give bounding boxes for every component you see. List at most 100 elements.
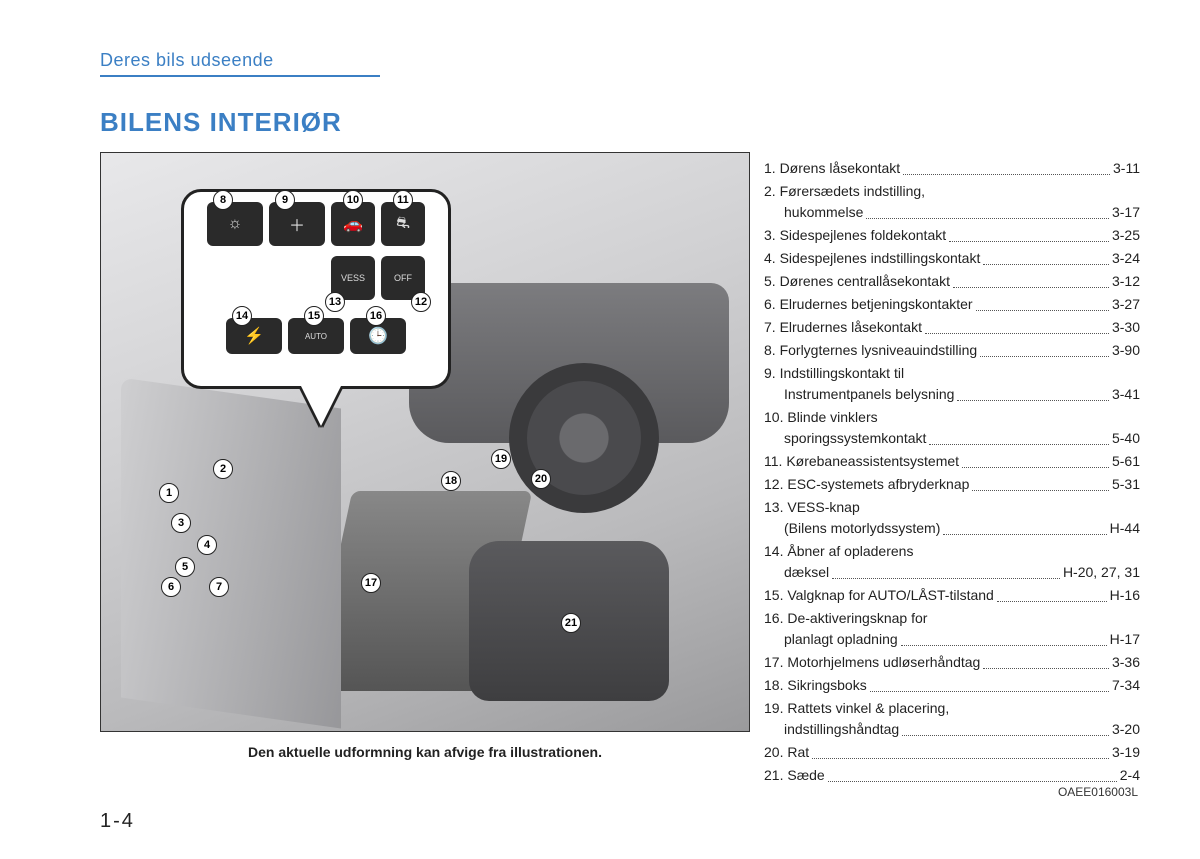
list-item-page: 3-24: [1112, 248, 1140, 269]
callout-number: 7: [209, 577, 229, 597]
list-item: 12. ESC-systemets afbryderknap 5-31: [764, 474, 1140, 495]
list-item-page: H-44: [1110, 518, 1140, 539]
list-item: 6. Elrudernes betjeningskontakter 3-27: [764, 294, 1140, 315]
reference-list: 1. Dørens låsekontakt3-112. Førersædets …: [764, 152, 1140, 788]
list-item-page: 3-20: [1112, 719, 1140, 740]
callout-number: 12: [411, 292, 431, 312]
list-item: 8. Forlygternes lysniveauindstilling3-90: [764, 340, 1140, 361]
switch-panel-callout: 8 ☼ 9 ＋ 10 🚗 11 ⛐: [181, 189, 451, 389]
list-item-page: 3-36: [1112, 652, 1140, 673]
list-item-label: 15. Valgknap for AUTO/LÅST-tilstand: [764, 585, 994, 606]
figure-caption: Den aktuelle udformning kan afvige fra i…: [100, 744, 750, 760]
list-item-label: 10. Blinde vinklers: [764, 407, 1140, 428]
dimmer-icon: ＋: [289, 212, 305, 236]
callout-number: 13: [325, 292, 345, 312]
plug-icon: ⚡: [244, 326, 264, 346]
list-item-page: 3-12: [1112, 271, 1140, 292]
list-item-label-cont: (Bilens motorlydssystem): [764, 518, 940, 539]
list-item: 14. Åbner af opladerensdækselH-20, 27, 3…: [764, 541, 1140, 583]
page-number: 1-4: [100, 810, 135, 833]
list-item-label: 11. Kørebaneassistentsystemet: [764, 451, 959, 472]
list-item: 17. Motorhjelmens udløserhåndtag3-36: [764, 652, 1140, 673]
leader-dots: [866, 218, 1109, 219]
list-item-label: 2. Førersædets indstilling,: [764, 181, 1140, 202]
auto-icon: AUTO: [305, 332, 327, 341]
vess-button: 13 VESS: [331, 256, 375, 300]
esc-off-button: 12 OFF: [381, 256, 425, 300]
callout-number: 14: [232, 306, 252, 326]
leader-dots: [953, 287, 1109, 288]
list-item-page: 3-41: [1112, 384, 1140, 405]
callout-number: 1: [159, 483, 179, 503]
list-item-page: H-16: [1110, 585, 1140, 606]
list-item-label: 12. ESC-systemets afbryderknap: [764, 474, 969, 495]
list-item-label-cont: dæksel: [764, 562, 829, 583]
panel-dimmer-button: 9 ＋: [269, 202, 325, 246]
list-item-page: 5-40: [1112, 428, 1140, 449]
leader-dots: [980, 356, 1109, 357]
image-code: OAEE016003L: [1058, 785, 1138, 799]
car-side-icon: 🚗: [343, 214, 363, 234]
leader-dots: [929, 444, 1109, 445]
leader-dots: [902, 735, 1109, 736]
callout-number: 11: [393, 190, 413, 210]
leader-dots: [962, 467, 1109, 468]
clock-off-icon: 🕒: [368, 326, 388, 346]
leader-dots: [983, 668, 1109, 669]
list-item: 4. Sidespejlenes indstillingskontakt 3-24: [764, 248, 1140, 269]
leader-dots: [949, 241, 1109, 242]
leader-dots: [957, 400, 1109, 401]
list-item-label: 19. Rattets vinkel & placering,: [764, 698, 1140, 719]
list-item-label: 14. Åbner af opladerens: [764, 541, 1140, 562]
leader-dots: [943, 534, 1106, 535]
list-item-label: 16. De-aktiveringsknap for: [764, 608, 1140, 629]
list-item-label: 20. Rat: [764, 742, 809, 763]
headlight-level-button: 8 ☼: [207, 202, 263, 246]
leader-dots: [976, 310, 1109, 311]
list-item-page: 5-31: [1112, 474, 1140, 495]
callout-number: 9: [275, 190, 295, 210]
leader-dots: [903, 174, 1110, 175]
callout-number: 16: [366, 306, 386, 326]
list-item-label: 6. Elrudernes betjeningskontakter: [764, 294, 973, 315]
list-item: 9. Indstillingskontakt tilInstrumentpane…: [764, 363, 1140, 405]
esc-off-icon: OFF: [394, 273, 412, 283]
page-title: BILENS INTERIØR: [100, 107, 1140, 138]
list-item-label: 4. Sidespejlenes indstillingskontakt: [764, 248, 980, 269]
leader-dots: [901, 645, 1107, 646]
headlight-icon: ☼: [228, 215, 243, 233]
callout-number: 10: [343, 190, 363, 210]
list-item-page: 3-19: [1112, 742, 1140, 763]
list-item: 1. Dørens låsekontakt3-11: [764, 158, 1140, 179]
list-item: 20. Rat 3-19: [764, 742, 1140, 763]
list-item-page: H-17: [1110, 629, 1140, 650]
leader-dots: [997, 601, 1107, 602]
leader-dots: [832, 578, 1060, 579]
list-item: 11. Kørebaneassistentsystemet5-61: [764, 451, 1140, 472]
callout-pointer: [301, 386, 341, 426]
list-item-page: 3-17: [1112, 202, 1140, 223]
list-item: 15. Valgknap for AUTO/LÅST-tilstand H-16: [764, 585, 1140, 606]
list-item-label-cont: planlagt opladning: [764, 629, 898, 650]
list-item-page: 3-27: [1112, 294, 1140, 315]
callout-number: 20: [531, 469, 551, 489]
lka-button: 11 ⛐: [381, 202, 425, 246]
leader-dots: [870, 691, 1109, 692]
list-item: 2. Førersædets indstilling,hukommelse 3-1…: [764, 181, 1140, 223]
scheduled-charge-button: 16 🕒: [350, 318, 406, 354]
list-item-page: 3-90: [1112, 340, 1140, 361]
list-item-page: 7-34: [1112, 675, 1140, 696]
auto-lock-button: 15 AUTO: [288, 318, 344, 354]
door-panel-shape: [121, 378, 341, 729]
list-item-label-cont: Instrumentpanels belysning: [764, 384, 954, 405]
list-item-label: 5. Dørenes centrallåsekontakt: [764, 271, 950, 292]
list-item: 21. Sæde2-4: [764, 765, 1140, 786]
list-item-page: 3-30: [1112, 317, 1140, 338]
list-item-label-cont: hukommelse: [764, 202, 863, 223]
list-item-label: 21. Sæde: [764, 765, 825, 786]
bsd-button: 10 🚗: [331, 202, 375, 246]
list-item-label-cont: indstillingshåndtag: [764, 719, 899, 740]
callout-number: 6: [161, 577, 181, 597]
list-item-label: 9. Indstillingskontakt til: [764, 363, 1140, 384]
vess-label: VESS: [341, 273, 365, 283]
